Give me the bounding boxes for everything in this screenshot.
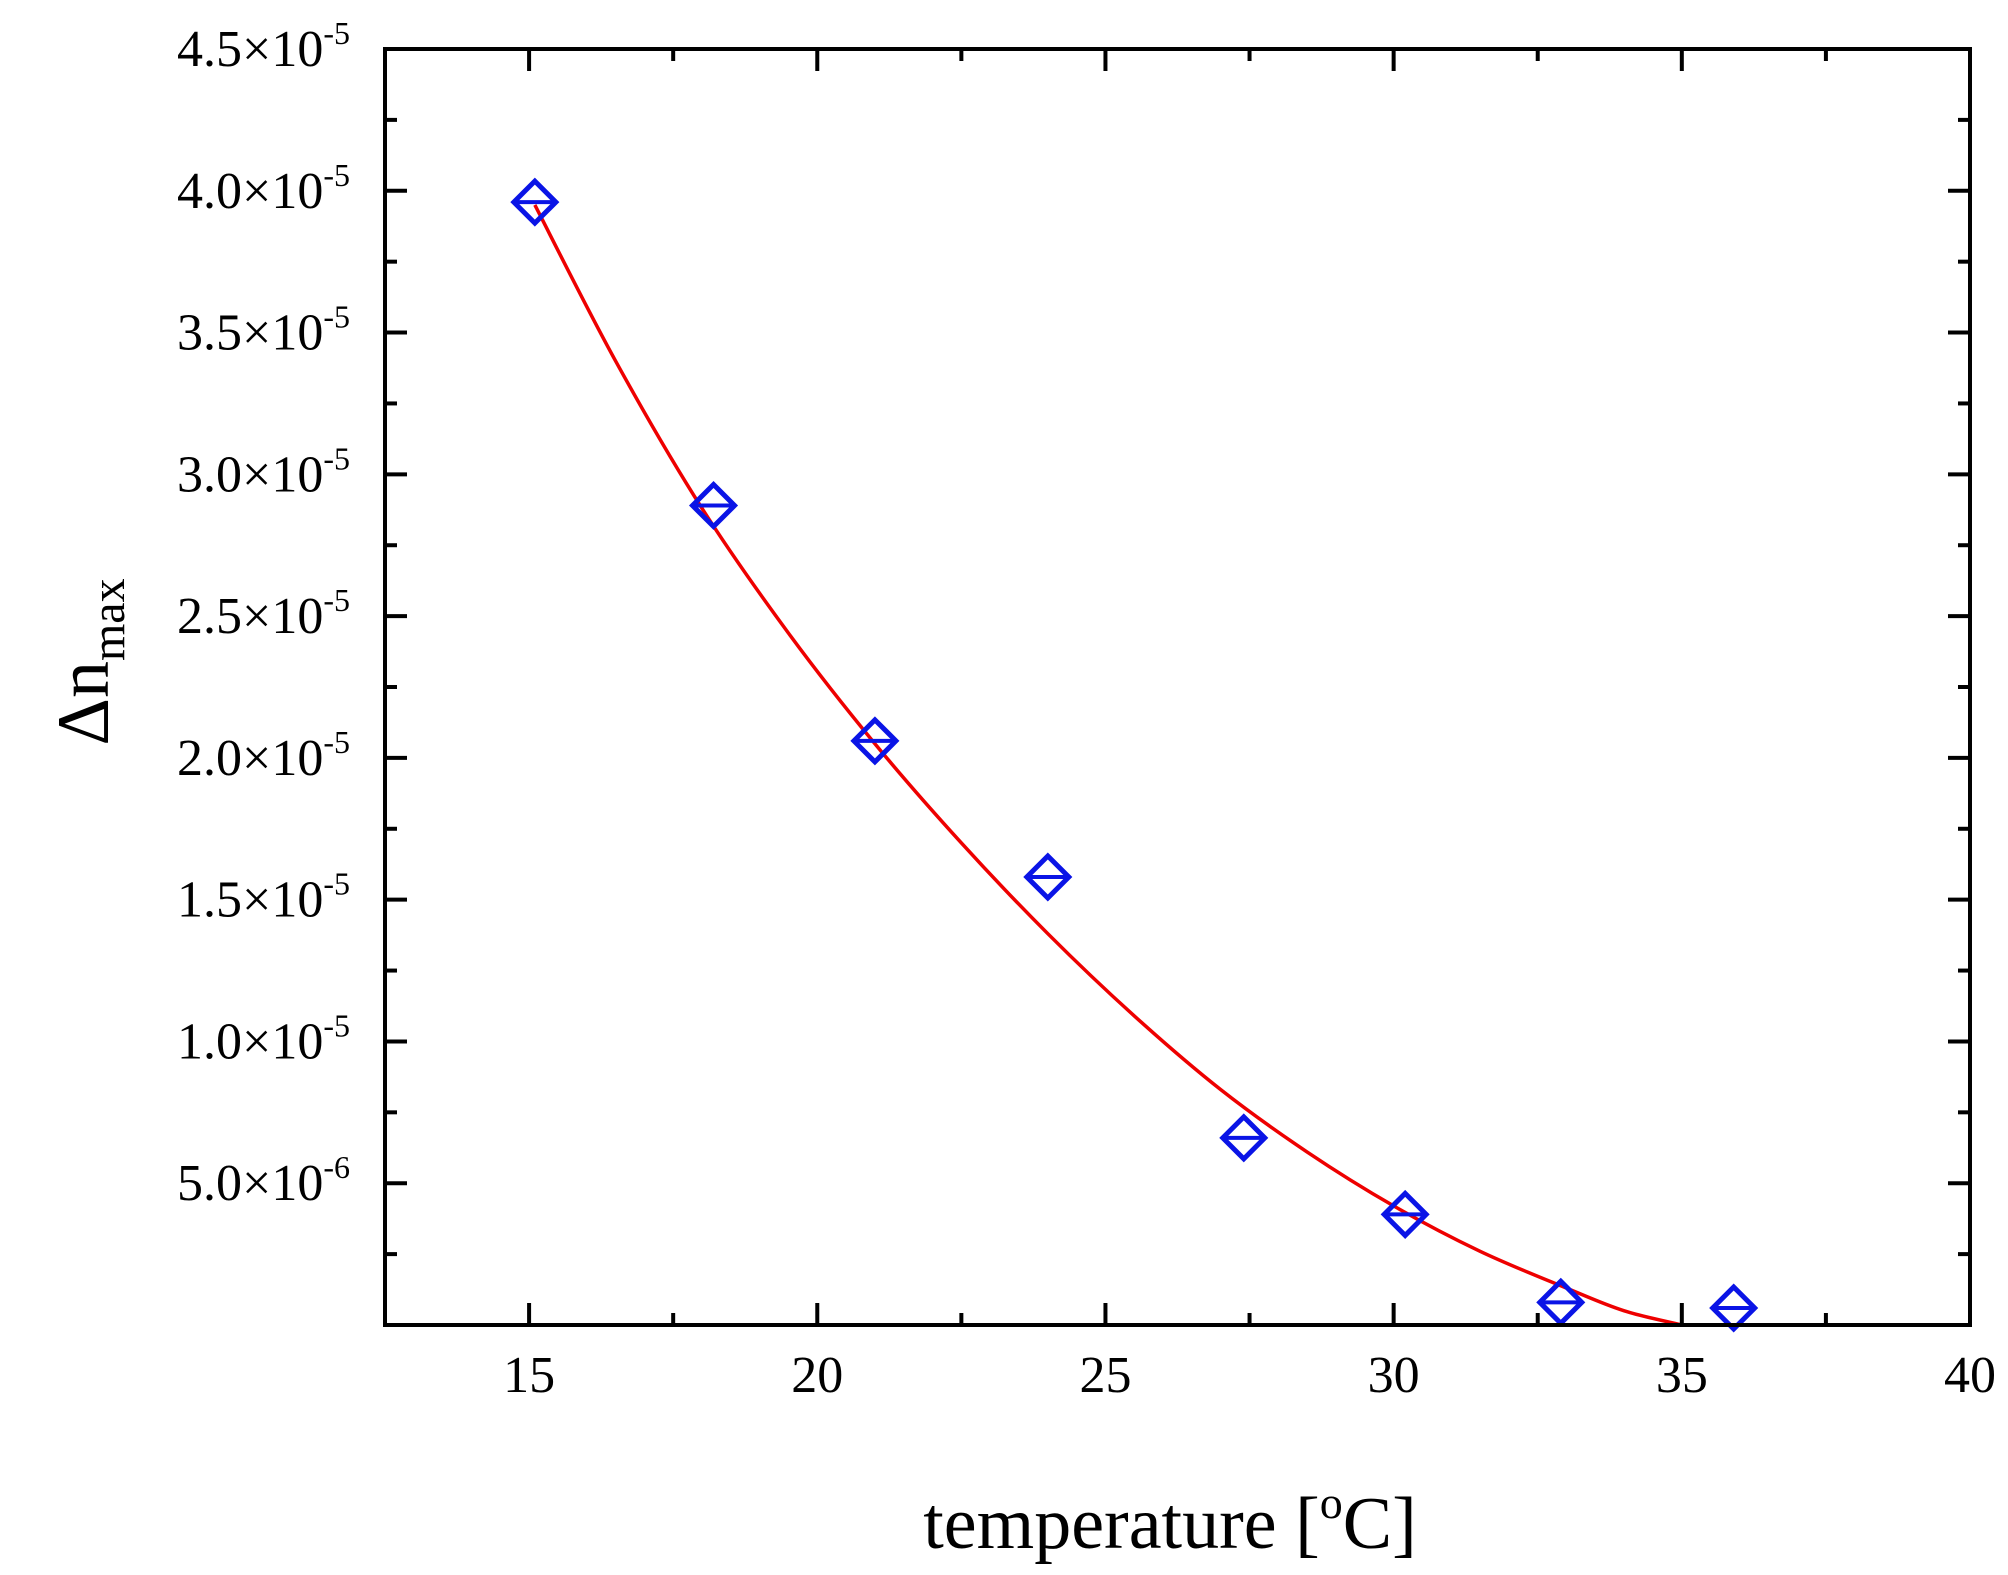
y-tick-mantissa: 5.0×10 bbox=[177, 1155, 323, 1212]
y-tick-exponent: -5 bbox=[323, 866, 350, 902]
x-axis-title-unit: C] bbox=[1343, 1483, 1417, 1565]
y-tick-exponent: -5 bbox=[323, 582, 350, 618]
y-tick-label: 3.5×10-5 bbox=[177, 299, 350, 362]
y-tick-label: 1.5×10-5 bbox=[177, 866, 350, 929]
y-tick-label: 1.0×10-5 bbox=[177, 1007, 350, 1070]
y-tick-exponent: -6 bbox=[323, 1149, 350, 1185]
y-tick-label: 2.0×10-5 bbox=[177, 724, 350, 787]
y-tick-mantissa: 2.5×10 bbox=[177, 588, 323, 645]
data-point-diamond bbox=[688, 480, 739, 531]
y-tick-exponent: -5 bbox=[323, 1007, 350, 1043]
x-tick-label: 35 bbox=[1656, 1347, 1708, 1404]
y-tick-exponent: -5 bbox=[323, 440, 350, 476]
data-point bbox=[1380, 1189, 1430, 1239]
x-axis-title: temperature [oC] bbox=[923, 1477, 1417, 1565]
data-point bbox=[850, 716, 900, 766]
x-tick-label: 20 bbox=[791, 1347, 843, 1404]
y-tick-mantissa: 1.5×10 bbox=[177, 872, 323, 929]
y-axis-title-subscript: max bbox=[82, 578, 135, 661]
tick-label-layer: 15 20 25 30 35 405.0×10-61.0×10-51.5×10-52.0×… bbox=[177, 15, 1996, 1404]
data-point-diamond bbox=[510, 177, 560, 227]
y-tick-label: 3.0×10-5 bbox=[177, 440, 350, 503]
y-tick-exponent: -5 bbox=[323, 15, 350, 51]
data-point bbox=[1219, 1113, 1269, 1163]
y-tick-mantissa: 1.0×10 bbox=[177, 1013, 323, 1070]
y-axis-title-main: Δn bbox=[43, 661, 125, 746]
data-point bbox=[688, 480, 739, 531]
y-tick-label: 5.0×10-6 bbox=[177, 1149, 350, 1212]
x-tick-label: 30 bbox=[1368, 1347, 1420, 1404]
data-point bbox=[1023, 852, 1073, 902]
y-tick-mantissa: 4.0×10 bbox=[177, 163, 323, 220]
x-axis-title-degree: o bbox=[1320, 1477, 1343, 1528]
data-point-diamond bbox=[1023, 852, 1073, 902]
y-axis-title: Δnmax bbox=[43, 578, 135, 745]
data-point-diamond bbox=[850, 716, 900, 766]
y-tick-exponent: -5 bbox=[323, 157, 350, 193]
x-tick-label: 25 bbox=[1079, 1347, 1131, 1404]
y-tick-label: 4.5×10-5 bbox=[177, 15, 350, 78]
y-tick-mantissa: 3.5×10 bbox=[177, 305, 323, 362]
x-axis-title-main: temperature [ bbox=[923, 1483, 1320, 1565]
y-tick-mantissa: 2.0×10 bbox=[177, 730, 323, 787]
axis-layer bbox=[383, 47, 1972, 1327]
data-point-diamond bbox=[1219, 1113, 1269, 1163]
data-point-diamond bbox=[1709, 1283, 1759, 1333]
y-tick-exponent: -5 bbox=[323, 299, 350, 335]
data-point-diamond bbox=[1380, 1189, 1430, 1239]
y-tick-exponent: -5 bbox=[323, 724, 350, 760]
y-tick-mantissa: 3.0×10 bbox=[177, 446, 323, 503]
data-point bbox=[1709, 1283, 1759, 1333]
data-point bbox=[510, 177, 560, 227]
y-tick-label: 2.5×10-5 bbox=[177, 582, 350, 645]
x-tick-label: 40 bbox=[1944, 1347, 1996, 1404]
y-tick-label: 4.0×10-5 bbox=[177, 157, 350, 220]
y-tick-mantissa: 4.5×10 bbox=[177, 21, 323, 78]
x-tick-label: 15 bbox=[503, 1347, 555, 1404]
